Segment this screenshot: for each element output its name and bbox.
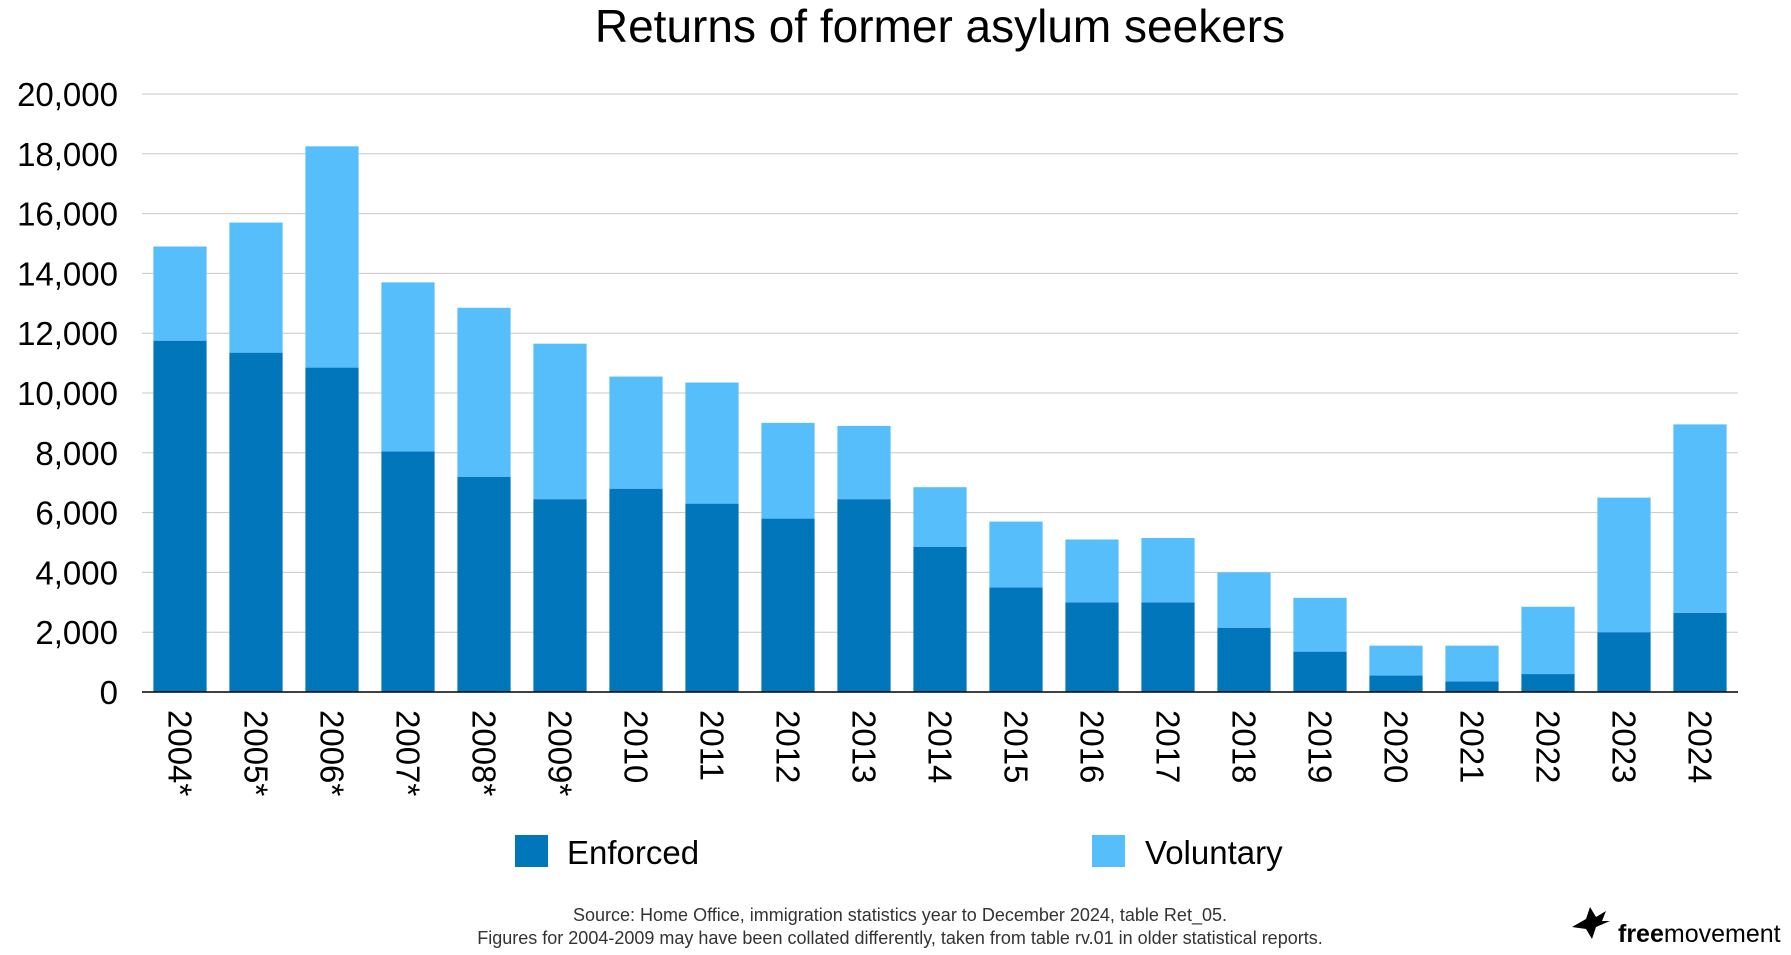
bar-voluntary-2018 [1217, 572, 1271, 628]
brand-name-bold: free [1618, 920, 1664, 948]
bar-voluntary-2014 [913, 487, 967, 547]
x-tick-label: 2018 [1226, 710, 1263, 783]
x-tick-label: 2022 [1530, 710, 1567, 783]
y-tick-label: 4,000 [35, 554, 118, 591]
x-tick-label: 2007* [390, 710, 427, 796]
x-tick-label: 2009* [542, 710, 579, 796]
bar-voluntary-2009 [533, 343, 587, 500]
x-tick-label: 2015 [998, 710, 1035, 783]
y-tick-label: 6,000 [35, 495, 118, 532]
x-tick-label: 2011 [694, 710, 731, 781]
bar-voluntary-2016 [1065, 539, 1119, 603]
bar-enforced-2020 [1369, 675, 1423, 692]
bar-voluntary-2019 [1293, 597, 1347, 652]
bar-voluntary-2021 [1445, 645, 1499, 682]
legend: Enforced Voluntary [515, 834, 1283, 871]
bar-voluntary-2017 [1141, 538, 1195, 603]
x-tick-label: 2006* [314, 710, 351, 796]
x-tick-label: 2012 [770, 710, 807, 783]
bar-enforced-2021 [1445, 681, 1499, 692]
x-tick-label: 2019 [1302, 710, 1339, 783]
x-tick-label: 2020 [1378, 710, 1415, 783]
x-axis-ticks: 2004* 2005* 2006* 2007* 2008* 2009* 2010 2011 20… [162, 710, 1719, 796]
y-tick-label: 14,000 [17, 255, 118, 292]
legend-swatch-enforced [515, 835, 548, 867]
bar-voluntary-2010 [609, 376, 663, 489]
y-tick-label: 18,000 [17, 136, 118, 173]
bar-enforced-2023 [1597, 632, 1651, 692]
x-tick-label: 2004* [162, 710, 199, 796]
bar-enforced-2010 [609, 488, 663, 692]
bar-enforced-2019 [1293, 651, 1347, 692]
x-tick-label: 2010 [618, 710, 655, 783]
bar-voluntary-2007 [381, 282, 435, 452]
svg-text:freemovement: freemovement [1618, 920, 1781, 948]
bar-enforced-2004 [153, 340, 207, 692]
bar-voluntary-2006 [305, 146, 359, 368]
y-tick-label: 16,000 [17, 196, 118, 233]
y-tick-label: 10,000 [17, 375, 118, 412]
bar-enforced-2011 [685, 503, 739, 692]
x-tick-label: 2014 [922, 710, 959, 783]
y-tick-label: 0 [100, 674, 118, 711]
bar-enforced-2009 [533, 499, 587, 692]
legend-label-voluntary: Voluntary [1145, 834, 1283, 871]
bar-voluntary-2022 [1521, 606, 1575, 675]
bar-enforced-2015 [989, 587, 1043, 692]
y-tick-label: 8,000 [35, 435, 118, 472]
bar-enforced-2024 [1673, 612, 1727, 692]
brand-logo: freemovement [1572, 907, 1781, 948]
bar-voluntary-2004 [153, 246, 207, 341]
bar-enforced-2017 [1141, 602, 1195, 692]
bar-enforced-2018 [1217, 627, 1271, 692]
bar-voluntary-2012 [761, 422, 815, 519]
bar-voluntary-2011 [685, 382, 739, 504]
bar-enforced-2014 [913, 546, 967, 692]
x-tick-label: 2021 [1454, 710, 1491, 783]
x-tick-label: 2017 [1150, 710, 1187, 783]
bird-icon [1572, 907, 1610, 939]
chart-title: Returns of former asylum seekers [595, 0, 1285, 52]
bar-enforced-2013 [837, 499, 891, 692]
legend-swatch-voluntary [1092, 835, 1125, 867]
bar-voluntary-2005 [229, 222, 283, 353]
bar-enforced-2007 [381, 451, 435, 692]
y-tick-label: 2,000 [35, 614, 118, 651]
bar-enforced-2012 [761, 518, 815, 692]
bar-enforced-2016 [1065, 602, 1119, 692]
y-axis-ticks: 0 2,000 4,000 6,000 8,000 10,000 12,000 14,000 1… [17, 76, 118, 711]
bars [153, 146, 1727, 692]
bar-voluntary-2023 [1597, 497, 1651, 633]
x-tick-label: 2016 [1074, 710, 1111, 783]
bar-enforced-2008 [457, 476, 511, 692]
bar-voluntary-2008 [457, 307, 511, 477]
x-tick-label: 2005* [238, 710, 275, 796]
legend-label-enforced: Enforced [567, 834, 699, 871]
bar-enforced-2006 [305, 367, 359, 692]
y-tick-label: 20,000 [17, 76, 118, 113]
bar-voluntary-2015 [989, 521, 1043, 588]
bar-enforced-2005 [229, 352, 283, 692]
x-tick-label: 2008* [466, 710, 503, 796]
source-note-line-2: Figures for 2004-2009 may have been coll… [477, 928, 1322, 948]
y-tick-label: 12,000 [17, 315, 118, 352]
bar-voluntary-2013 [837, 425, 891, 500]
x-tick-label: 2013 [846, 710, 883, 783]
brand-name-regular: movement [1664, 920, 1781, 948]
bar-voluntary-2024 [1673, 424, 1727, 613]
bar-enforced-2022 [1521, 674, 1575, 692]
source-note-line-1: Source: Home Office, immigration statist… [573, 905, 1227, 926]
x-tick-label: 2023 [1606, 710, 1643, 783]
x-tick-label: 2024 [1682, 710, 1719, 783]
bar-voluntary-2020 [1369, 645, 1423, 676]
